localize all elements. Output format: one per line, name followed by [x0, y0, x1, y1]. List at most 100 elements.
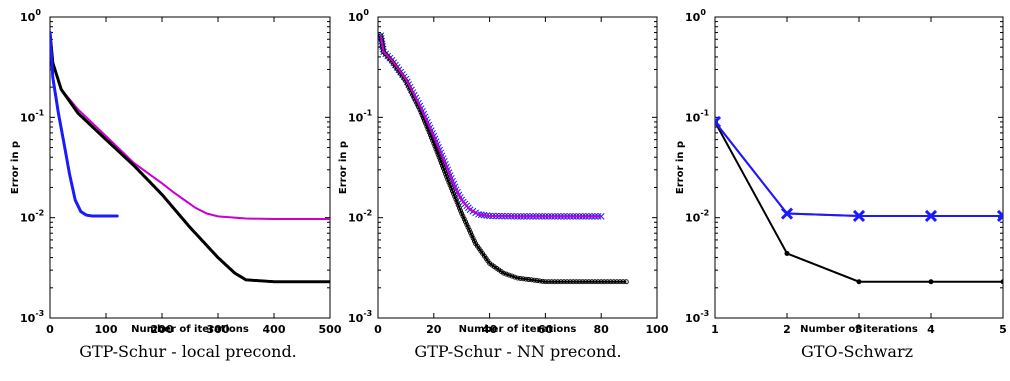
data-point [448, 185, 454, 191]
data-point [449, 188, 455, 194]
x-marker-stroke [996, 209, 1003, 219]
x-axis-label: Number of iterations [459, 324, 577, 335]
data-point [780, 207, 794, 220]
y-tick-base: 10 [348, 212, 364, 225]
y-tick-base: 10 [20, 11, 36, 24]
data-point [441, 165, 446, 171]
x-tick-label: 2 [783, 323, 791, 336]
data-point [509, 273, 515, 279]
data-point [586, 279, 592, 285]
y-axis-label: Error in p [10, 141, 21, 194]
y-tick-label: 10-3 [348, 309, 372, 325]
data-point [458, 208, 463, 214]
y-tick-exp: -2 [700, 209, 709, 218]
data-point [537, 278, 543, 284]
data-point [856, 279, 862, 285]
data-point [573, 279, 579, 285]
data-point [115, 214, 119, 218]
data-point [558, 279, 564, 285]
y-tick-exp: 0 [35, 8, 41, 17]
data-point [461, 216, 467, 222]
series-line [379, 35, 602, 218]
y-tick-label: 10-3 [20, 309, 44, 325]
series-2 [378, 33, 629, 285]
data-point [605, 279, 610, 285]
x-tick-label: 20 [426, 323, 442, 336]
data-point [555, 279, 561, 285]
data-point [456, 205, 462, 211]
data-point [577, 279, 582, 285]
data-point [595, 279, 601, 285]
data-point [526, 277, 532, 282]
data-point [455, 202, 461, 208]
x-axis-label: Number of iterations [800, 324, 918, 335]
data-point [463, 219, 468, 225]
data-point [784, 250, 790, 256]
data-point [529, 277, 534, 283]
data-point [617, 279, 623, 285]
data-point [598, 279, 604, 285]
data-point [503, 271, 509, 277]
y-tick-label: 10-2 [348, 209, 372, 225]
x-tick-label: 0 [374, 323, 382, 336]
data-point [583, 279, 589, 285]
data-point [561, 279, 567, 285]
data-point [608, 279, 614, 285]
y-axis-label: Error in p [338, 141, 349, 194]
y-tick-base: 10 [348, 312, 364, 325]
x-tick-label: 400 [263, 323, 286, 336]
x-marker-stroke [715, 119, 722, 128]
data-point [444, 174, 450, 180]
y-tick-base: 10 [20, 212, 36, 225]
data-point [580, 279, 586, 285]
y-tick-exp: -1 [363, 108, 372, 117]
y-axis-label: Error in p [675, 141, 686, 194]
y-tick-label: 10-3 [685, 309, 709, 325]
data-point [540, 278, 546, 284]
panel-caption: GTO-Schwarz [801, 342, 913, 361]
data-point [445, 177, 451, 182]
x-tick-label: 200 [151, 323, 174, 336]
y-tick-exp: 0 [363, 8, 369, 17]
data-point [436, 154, 442, 160]
data-point [433, 146, 439, 152]
data-point [434, 149, 440, 155]
data-point [523, 276, 529, 282]
data-point [435, 152, 441, 157]
y-tick-label: 10-1 [20, 108, 45, 124]
series-2 [50, 31, 330, 284]
data-point [515, 275, 520, 281]
series-line [50, 32, 330, 283]
data-point [564, 279, 570, 285]
data-point [531, 277, 537, 283]
series-1 [715, 119, 1003, 285]
data-point [567, 279, 573, 285]
data-point [611, 279, 617, 285]
data-point [546, 279, 551, 285]
data-point [432, 143, 438, 149]
x-tick-label: 3 [855, 323, 863, 336]
x-tick-label: 5 [999, 323, 1007, 336]
series-1 [378, 32, 605, 220]
data-point [534, 278, 540, 284]
data-point [460, 213, 466, 219]
data-point [552, 279, 558, 285]
series-line [715, 121, 1003, 283]
panel-caption: GTP-Schur - local precond. [79, 342, 297, 361]
series-3 [50, 31, 119, 218]
x-tick-label: 0 [46, 323, 54, 336]
x-tick-label: 300 [207, 323, 230, 336]
data-point [512, 274, 518, 280]
x-tick-label: 40 [482, 323, 498, 336]
plot-area [50, 31, 330, 284]
data-point [439, 163, 445, 169]
data-point [501, 270, 506, 276]
data-point [506, 272, 512, 278]
y-tick-exp: -3 [363, 309, 372, 318]
x-marker-stroke [780, 207, 794, 220]
plot-area [378, 32, 629, 285]
y-tick-base: 10 [20, 312, 36, 325]
data-point [852, 209, 866, 223]
series-3 [379, 35, 602, 218]
